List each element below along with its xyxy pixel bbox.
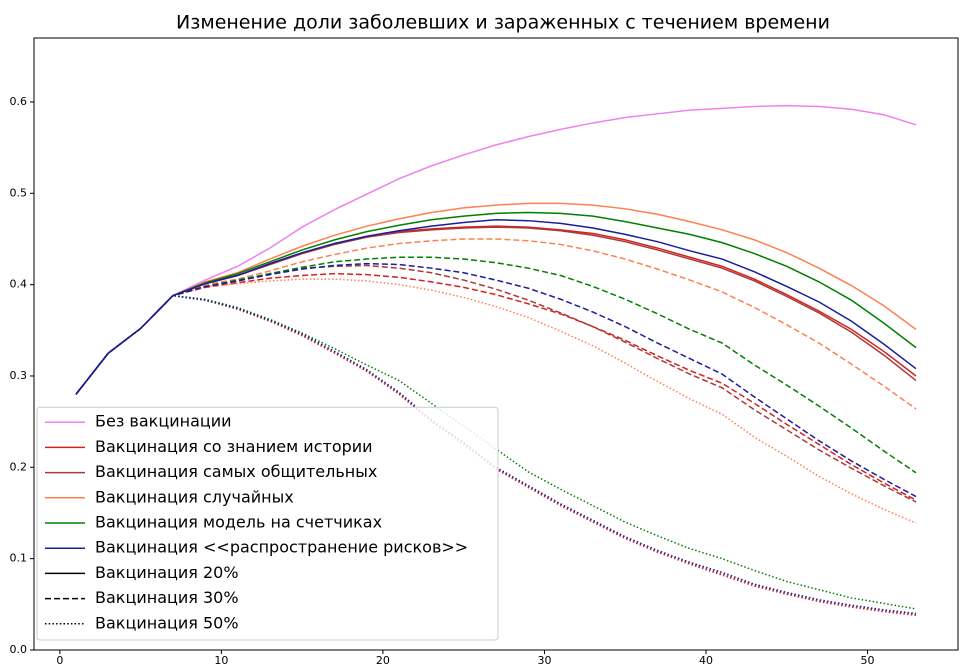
series-line bbox=[75, 294, 917, 610]
x-tick-label: 30 bbox=[537, 654, 551, 666]
legend-label: Вакцинация случайных bbox=[95, 487, 294, 506]
chart-title: Изменение доли заболевших и зараженных с… bbox=[176, 12, 830, 34]
series-line bbox=[75, 294, 917, 615]
x-tick-label: 20 bbox=[376, 654, 390, 666]
x-tick-label: 50 bbox=[861, 654, 875, 666]
legend-label: Вакцинация модель на счетчиках bbox=[95, 513, 382, 532]
legend-label: Вакцинация 20% bbox=[95, 563, 239, 582]
series-line bbox=[75, 211, 917, 395]
series-line bbox=[75, 238, 917, 410]
x-tick-label: 40 bbox=[699, 654, 713, 666]
y-tick-label: 0.4 bbox=[10, 278, 28, 291]
series-line bbox=[75, 219, 917, 395]
legend-label: Вакцинация 50% bbox=[95, 613, 239, 632]
series-line bbox=[75, 226, 917, 395]
y-tick-label: 0.3 bbox=[10, 369, 28, 382]
y-tick-label: 0.1 bbox=[10, 552, 28, 565]
y-tick-label: 0.2 bbox=[10, 460, 28, 473]
legend-label: Вакцинация со знанием истории bbox=[95, 437, 373, 456]
y-tick-label: 0.6 bbox=[10, 95, 28, 108]
series-line bbox=[75, 202, 917, 395]
legend-label: Вакцинация 30% bbox=[95, 588, 239, 607]
series-line bbox=[75, 272, 917, 501]
series-line bbox=[75, 262, 917, 498]
legend-label: Без вакцинации bbox=[95, 412, 232, 431]
y-tick-label: 0.0 bbox=[10, 643, 28, 656]
y-tick-label: 0.5 bbox=[10, 186, 28, 199]
series-line bbox=[75, 225, 917, 395]
legend-box bbox=[36, 406, 499, 641]
x-tick-label: 0 bbox=[56, 654, 63, 666]
series-line bbox=[75, 278, 917, 524]
legend-label: Вакцинация <<распространение рисков>> bbox=[95, 538, 468, 557]
legend-label: Вакцинация самых общительных bbox=[95, 462, 377, 481]
series-line bbox=[75, 104, 917, 395]
plot-frame bbox=[33, 37, 959, 651]
x-tick-label: 10 bbox=[214, 654, 228, 666]
